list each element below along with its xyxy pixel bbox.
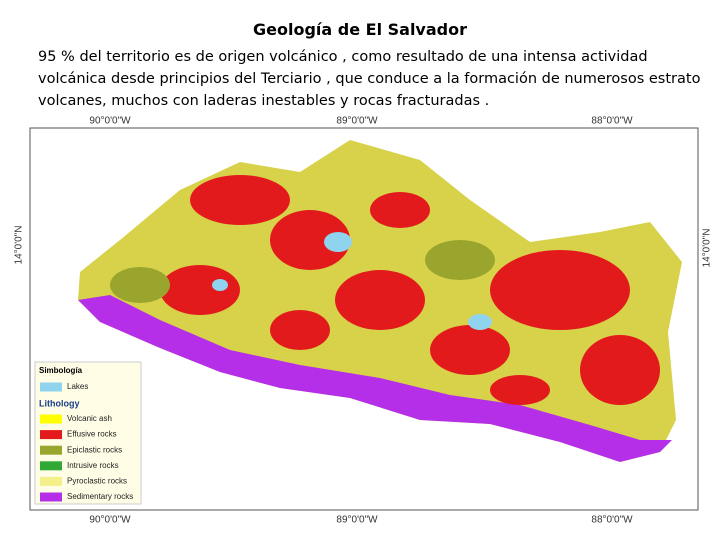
lakes — [212, 232, 492, 330]
legend-swatch — [40, 492, 62, 502]
legend-swatch — [40, 461, 62, 471]
legend-label: Sedimentary rocks — [67, 492, 133, 501]
legend-swatch — [40, 414, 62, 424]
effusive-areas — [160, 175, 660, 405]
legend-label: Volcanic ash — [67, 414, 112, 423]
longitude-label: 88°0'0"W — [591, 116, 633, 127]
coastal-sediments — [78, 295, 672, 462]
longitude-label: 90°0'0"W — [89, 116, 131, 127]
latitude-label: 14°0'0"N — [702, 229, 713, 268]
longitude-label: 90°0'0"W — [89, 515, 131, 526]
legend-label: Epiclastic rocks — [67, 445, 122, 454]
longitude-label: 88°0'0"W — [591, 515, 633, 526]
coordinate-labels: 90°0'0"W 89°0'0"W 88°0'0"W 90°0'0"W 89°0… — [14, 116, 713, 526]
legend-swatch — [40, 445, 62, 455]
longitude-label: 89°0'0"W — [336, 515, 378, 526]
text-line: 95 % del territorio es de origen volcáni… — [38, 49, 648, 65]
legend-section: Lithology — [39, 398, 80, 408]
legend: Simbología Lithology Lakes Volcanic ash Ef… — [34, 361, 142, 505]
longitude-label: 89°0'0"W — [336, 116, 378, 127]
legend-label: Intrusive rocks — [67, 461, 119, 470]
legend-swatch — [40, 382, 62, 392]
legend-swatch — [40, 430, 62, 440]
legend-title: Simbología — [39, 366, 83, 375]
terrain — [78, 140, 682, 462]
epiclastic-areas — [110, 240, 495, 303]
text-line: volcanes, muchos con laderas inestables … — [38, 93, 490, 109]
paragraph: 95 % del territorio es de origen volcáni… — [38, 46, 700, 112]
slide-title: Geología de El Salvador — [253, 20, 467, 39]
legend-swatch — [40, 476, 62, 486]
legend-label: Lakes — [67, 382, 88, 391]
latitude-label: 14°0'0"N — [14, 226, 25, 265]
text-line: volcánica desde principios del Terciario… — [38, 71, 701, 87]
legend-label: Pyroclastic rocks — [67, 477, 127, 486]
legend-label: Effusive rocks — [67, 430, 117, 439]
